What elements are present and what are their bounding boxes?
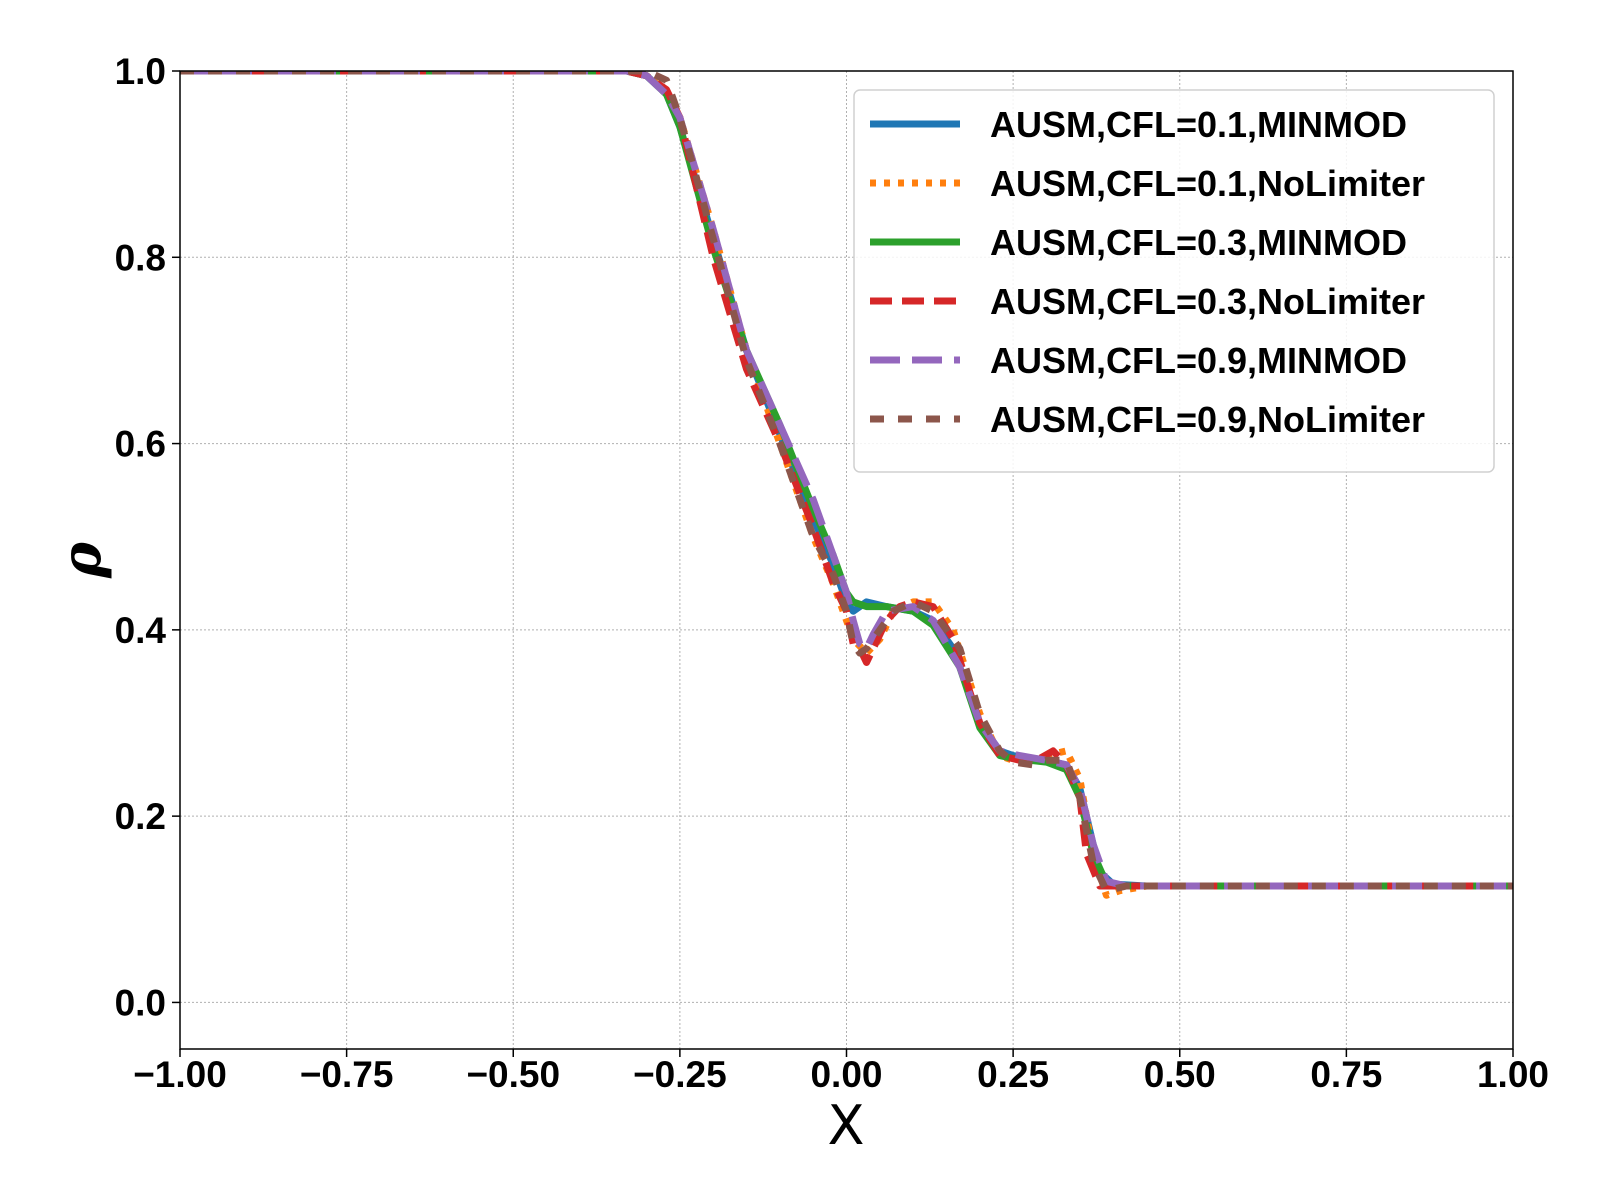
y-tick-label: 0.8 (115, 237, 166, 278)
y-tick-label: 0.0 (115, 982, 166, 1023)
x-tick-label: 0.00 (810, 1054, 882, 1095)
x-tick-label: −1.00 (133, 1054, 227, 1095)
x-tick-label: −0.50 (466, 1054, 560, 1095)
series-line-6 (180, 71, 1513, 895)
y-tick-label: 0.6 (115, 424, 166, 465)
series-lines (180, 71, 1513, 899)
x-tick-label: 0.50 (1144, 1054, 1216, 1095)
y-tick-label: 0.4 (115, 610, 167, 651)
x-tick-label: 1.00 (1477, 1054, 1549, 1095)
legend-entry-label: AUSM,CFL=0.3,NoLimiter (990, 281, 1425, 322)
legend-entry-label: AUSM,CFL=0.9,NoLimiter (990, 399, 1425, 440)
x-tick-label: −0.25 (633, 1054, 727, 1095)
x-tick-label: 0.25 (977, 1054, 1049, 1095)
x-axis-ticks: −1.00 −0.75 −0.50 −0.25 0.00 0.25 0.50 0.75 1.00 (133, 1049, 1549, 1095)
legend: AUSM,CFL=0.1,MINMOD AUSM,CFL=0.1,NoLimite… (853, 89, 1495, 473)
x-tick-label: −0.75 (300, 1054, 394, 1095)
legend-box (853, 89, 1495, 473)
y-axis-label: ρ (49, 541, 113, 579)
legend-entry-label: AUSM,CFL=0.1,NoLimiter (990, 163, 1425, 204)
x-tick-label: 0.75 (1310, 1054, 1382, 1095)
series-line-3 (180, 71, 1513, 890)
y-axis-ticks: 0.0 0.2 0.4 0.6 0.8 1.0 (115, 51, 180, 1023)
legend-entry-label: AUSM,CFL=0.1,MINMOD (990, 104, 1407, 145)
legend-entry-label: AUSM,CFL=0.3,MINMOD (990, 222, 1407, 263)
y-tick-label: 0.2 (115, 796, 166, 837)
legend-entry-label: AUSM,CFL=0.9,MINMOD (990, 340, 1407, 381)
y-tick-label: 1.0 (115, 51, 166, 92)
x-axis-label: X (828, 1094, 865, 1157)
